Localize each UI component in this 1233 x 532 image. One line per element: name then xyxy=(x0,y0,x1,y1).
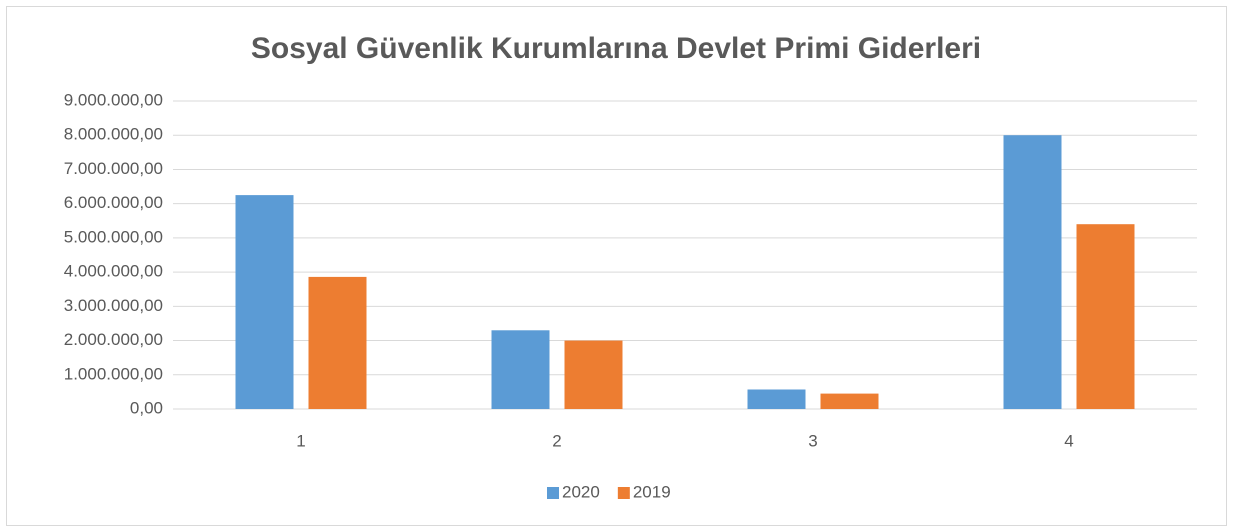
y-tick-label: 5.000.000,00 xyxy=(64,227,163,246)
bar xyxy=(747,389,806,409)
y-tick-label: 4.000.000,00 xyxy=(64,262,163,281)
legend-label: 2019 xyxy=(633,482,671,501)
y-tick-label: 6.000.000,00 xyxy=(64,193,163,212)
bar xyxy=(491,330,550,409)
bar xyxy=(1076,224,1135,409)
y-tick-label: 3.000.000,00 xyxy=(64,296,163,315)
y-tick-label: 2.000.000,00 xyxy=(64,330,163,349)
legend-label: 2020 xyxy=(562,482,600,501)
bar xyxy=(235,195,294,409)
y-tick-label: 8.000.000,00 xyxy=(64,125,163,144)
y-tick-label: 7.000.000,00 xyxy=(64,159,163,178)
legend-swatch xyxy=(617,487,630,499)
bar xyxy=(308,276,367,409)
bar xyxy=(564,340,623,409)
x-tick-label: 3 xyxy=(808,431,817,450)
x-tick-label: 2 xyxy=(552,431,561,450)
bar xyxy=(820,393,879,409)
legend-swatch xyxy=(547,487,559,499)
x-tick-label: 4 xyxy=(1064,431,1073,450)
bar xyxy=(1003,135,1062,409)
y-tick-label: 0,00 xyxy=(130,398,163,417)
y-tick-label: 9.000.000,00 xyxy=(64,90,163,109)
x-tick-label: 1 xyxy=(296,431,305,450)
y-tick-label: 1.000.000,00 xyxy=(64,364,163,383)
chart-title: Sosyal Güvenlik Kurumlarına Devlet Primi… xyxy=(251,32,981,65)
